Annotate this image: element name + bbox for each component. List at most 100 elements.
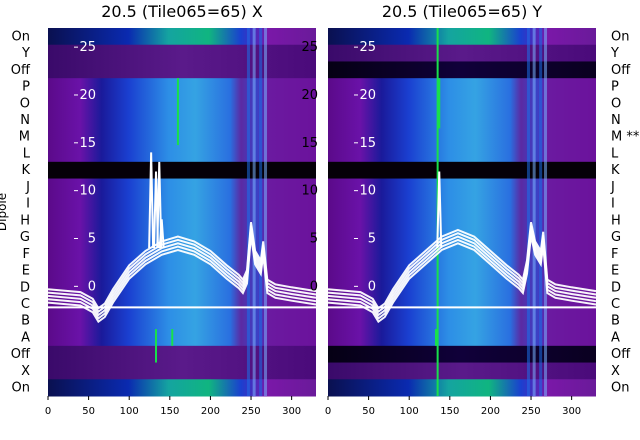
row-label-x: X [611,364,620,379]
trace-tick-label: 0 [88,279,96,294]
row-label-h: H [611,213,621,228]
heatmap-row-off [48,345,316,364]
heatmap-row-on [328,379,596,397]
heatmap-row-a [48,329,316,347]
heatmap-row-on [48,379,316,397]
row-label-n: N [20,113,30,128]
row-label-a: A [21,330,30,345]
trace-tick-label: 0 [368,279,376,294]
trace-tick-label-side: 5 [310,231,318,246]
cable-stripe [246,28,250,396]
x-tick-label: 0 [45,406,51,417]
trace-tick-label: 15 [359,136,376,151]
cable-stripe [264,28,268,396]
trace-tick-label-side: 10 [301,184,318,199]
row-label-o: O [611,96,621,111]
x-tick-label: 300 [562,406,581,417]
row-label-m: M [19,130,30,145]
x-tick-label: 50 [82,406,95,417]
trace-spike [148,152,155,249]
x-tick-label: 200 [481,406,500,417]
row-label-b: B [21,314,30,329]
row-label-k: K [21,163,30,178]
trace-spike [158,219,165,249]
row-label-off: Off [11,347,31,362]
heatmap-row-h [328,212,596,230]
row-label-i: I [611,197,615,212]
trace-tick-label: 25 [359,40,376,55]
heatmap-row-k [328,161,596,180]
row-label-g: G [611,230,621,245]
heatmap-row-k [48,161,316,180]
row-label-off: Off [11,63,31,78]
row-label-off: Off [611,347,631,362]
x-tick-label: 200 [201,406,220,417]
row-label-a: A [611,330,620,345]
trace-tick-label: 5 [88,231,96,246]
row-label-on: On [12,29,30,44]
trace-tick-label: 5 [368,231,376,246]
x-tick-label: 300 [282,406,301,417]
heatmap-row-h [48,212,316,230]
row-label-f: F [611,247,618,262]
row-label-on: On [12,381,30,396]
heatmap-row-off [48,61,316,79]
row-label-g: G [20,230,30,245]
trace-line [47,222,317,310]
row-label-on: On [611,29,629,44]
row-label-l: L [611,146,619,161]
heatmap-row-f [328,245,596,263]
row-label-x: X [21,364,30,379]
x-tick-label: 250 [241,406,260,417]
row-label-n: N [611,113,621,128]
heatmap-row-b [48,312,316,330]
heatmap-row-off [328,61,596,79]
chart-title: 20.5 (Tile065=65) Y [382,2,543,21]
trace-tick-label-side: 0 [310,279,318,294]
row-label-j: J [25,180,30,195]
heatmap-row-x [328,362,596,380]
row-label-d: D [611,280,621,295]
row-label-i: I [26,197,30,212]
trace-tick-label: 15 [79,136,96,151]
trace-line [327,221,597,310]
cable-stripe [252,28,256,396]
heatmap-row-n [48,111,316,129]
row-label-c: C [21,297,30,312]
heatmap-row-a [328,329,596,347]
trace-tick-label-side: 25 [301,40,318,55]
cable-stripe [532,28,536,396]
heatmap-row-e [48,262,316,280]
heatmap-row-x [48,362,316,380]
trace-tick-label: 10 [359,184,376,199]
row-label-d: D [20,280,30,295]
trace-tick-label: 10 [79,184,96,199]
cable-stripe [544,28,548,396]
x-tick-label: 250 [521,406,540,417]
row-label-e: E [22,264,30,279]
row-label-j: J [610,180,615,195]
row-label-k: K [611,163,620,178]
x-tick-label: 0 [325,406,331,417]
row-label-p: P [22,80,30,95]
row-label-y: Y [21,46,30,61]
row-label-on: On [611,381,629,396]
heatmap-row-e [328,262,596,280]
row-label-h: H [20,213,30,228]
row-label-b: B [611,314,620,329]
row-label-p: P [611,80,619,95]
row-label-o: O [20,96,30,111]
row-label-off: Off [611,63,631,78]
row-label-e: E [611,264,619,279]
x-tick-label: 150 [440,406,459,417]
row-label-l: L [23,146,31,161]
trace-tick-label-side: 20 [301,88,318,103]
trace-tick-label: 20 [79,88,96,103]
heatmap-row-off [328,345,596,364]
heatmap-row-b [328,312,596,330]
cable-stripe [539,28,543,396]
row-label-c: C [611,297,620,312]
trace-tick-label: 20 [359,88,376,103]
